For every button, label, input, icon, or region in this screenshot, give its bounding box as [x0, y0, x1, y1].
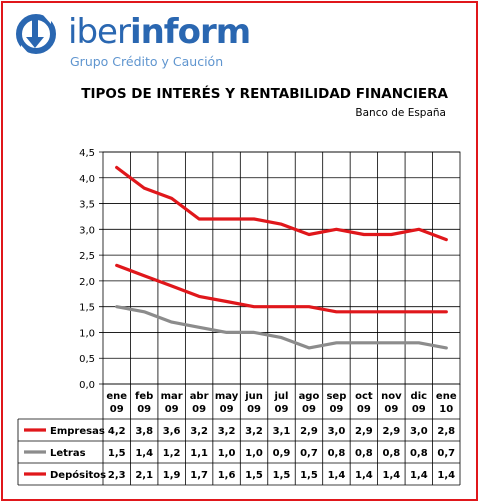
- data-label: 0,8: [355, 448, 373, 459]
- x-tick-label: 09: [357, 404, 371, 415]
- x-tick-label: 09: [412, 404, 426, 415]
- x-tick-label: ago: [299, 391, 320, 402]
- y-tick-label: 0,5: [79, 354, 95, 365]
- data-label: 1,5: [245, 470, 263, 481]
- y-tick-label: 2,5: [79, 251, 95, 262]
- x-tick-label: 10: [439, 404, 453, 415]
- data-label: 1,4: [437, 470, 455, 481]
- data-label: 2,9: [355, 426, 373, 437]
- data-label: 3,2: [218, 426, 236, 437]
- data-label: 1,5: [108, 448, 126, 459]
- x-tick-label: 09: [110, 404, 124, 415]
- iberinform-logo-icon: [16, 14, 56, 55]
- data-label: 3,2: [190, 426, 208, 437]
- x-tick-label: 09: [165, 404, 179, 415]
- data-label: 3,8: [135, 426, 153, 437]
- x-tick-label: 09: [220, 404, 234, 415]
- data-label: 1,0: [218, 448, 236, 459]
- data-label: 1,6: [218, 470, 236, 481]
- y-tick-label: 3,0: [79, 225, 95, 236]
- x-tick-label: 09: [247, 404, 261, 415]
- data-label: 0,7: [437, 448, 455, 459]
- data-label: 4,2: [108, 426, 126, 437]
- data-label: 1,5: [273, 470, 291, 481]
- x-tick-label: ene: [106, 391, 127, 402]
- data-label: 2,9: [300, 426, 318, 437]
- data-label: 1,9: [163, 470, 181, 481]
- x-tick-label: sep: [326, 391, 346, 402]
- data-label: 0,8: [382, 448, 400, 459]
- chart-source: Banco de España: [355, 107, 446, 119]
- legend-label: Depósitos: [50, 469, 106, 481]
- data-label: 0,8: [410, 448, 428, 459]
- data-label: 0,9: [273, 448, 291, 459]
- data-label: 3,2: [245, 426, 263, 437]
- data-label: 2,8: [437, 426, 455, 437]
- x-tick-label: oct: [355, 391, 373, 402]
- data-label: 3,1: [273, 426, 291, 437]
- brand-prefix: iber: [68, 12, 131, 52]
- data-label: 2,1: [135, 470, 153, 481]
- data-label: 1,4: [410, 470, 428, 481]
- x-tick-label: may: [215, 391, 239, 402]
- x-tick-label: ene: [436, 391, 457, 402]
- data-label: 1,2: [163, 448, 181, 459]
- data-label: 0,8: [328, 448, 346, 459]
- x-tick-label: 09: [137, 404, 151, 415]
- x-tick-label: mar: [161, 391, 183, 402]
- data-label: 3,0: [410, 426, 428, 437]
- data-label: 2,9: [382, 426, 400, 437]
- data-label: 1,1: [190, 448, 208, 459]
- y-tick-label: 4,0: [79, 174, 95, 185]
- x-tick-label: 09: [275, 404, 289, 415]
- x-tick-label: abr: [190, 391, 209, 402]
- data-label: 3,0: [328, 426, 346, 437]
- data-label: 2,3: [108, 470, 126, 481]
- y-tick-label: 3,5: [79, 200, 95, 211]
- y-tick-label: 0,0: [79, 380, 95, 391]
- data-label: 1,4: [135, 448, 153, 459]
- legend-label: Letras: [50, 448, 86, 459]
- data-label: 1,0: [245, 448, 263, 459]
- brand-suffix: inform: [129, 12, 251, 52]
- data-label: 1,4: [382, 470, 400, 481]
- data-label: 3,6: [163, 426, 181, 437]
- x-tick-label: feb: [135, 391, 153, 402]
- chart-title: TIPOS DE INTERÉS Y RENTABILIDAD FINANCIE…: [81, 86, 448, 102]
- x-tick-label: dic: [411, 391, 428, 402]
- y-tick-label: 1,0: [79, 328, 95, 339]
- series-line-1: [115, 165, 448, 242]
- data-label: 1,4: [355, 470, 373, 481]
- brand-tagline: Grupo Crédito y Caución: [70, 54, 224, 69]
- data-label: 1,7: [190, 470, 208, 481]
- x-tick-label: 09: [384, 404, 398, 415]
- series-line-2: [115, 305, 448, 350]
- legend-label: Empresas: [50, 426, 105, 437]
- x-tick-label: 09: [329, 404, 343, 415]
- x-tick-label: 09: [302, 404, 316, 415]
- data-label: 0,7: [300, 448, 318, 459]
- data-label: 1,4: [328, 470, 346, 481]
- series-line-3: [115, 263, 448, 314]
- y-tick-label: 4,5: [79, 148, 95, 159]
- data-label: 1,5: [300, 470, 318, 481]
- x-tick-label: jul: [274, 391, 289, 402]
- y-tick-label: 2,0: [79, 277, 95, 288]
- plot-area: [102, 151, 461, 385]
- x-tick-label: nov: [381, 391, 402, 402]
- x-tick-label: 09: [192, 404, 206, 415]
- brand-name: iberinform: [68, 12, 251, 52]
- x-tick-label: jun: [244, 391, 263, 402]
- y-tick-label: 1,5: [79, 303, 95, 314]
